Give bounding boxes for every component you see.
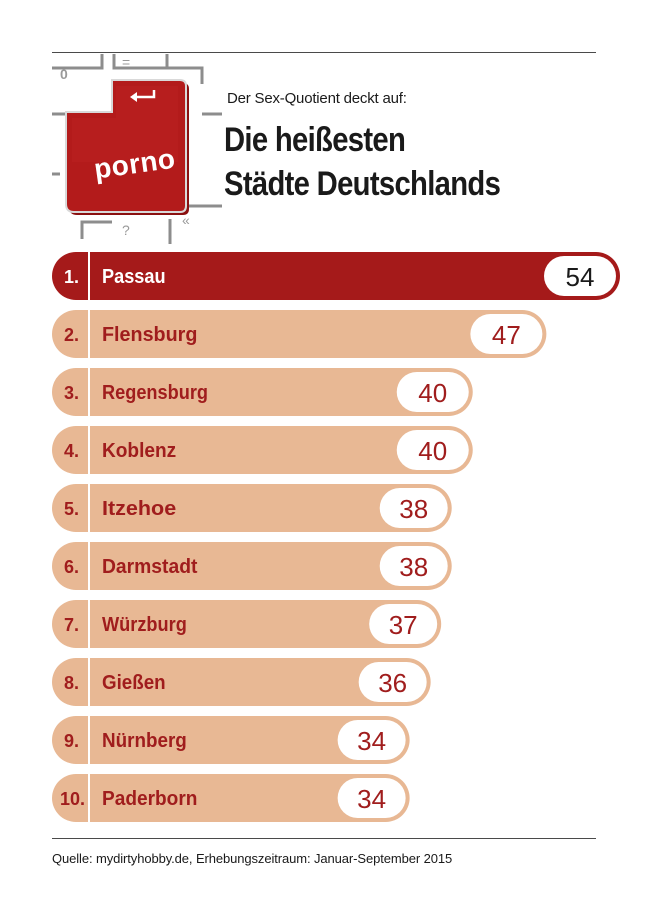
key-glyph-zero: 0	[60, 66, 68, 82]
city-label: Würzburg	[102, 614, 187, 636]
return-arrow-icon	[130, 90, 156, 102]
bar-row-6: 6. Darmstadt 38	[52, 542, 452, 590]
value-pill	[379, 546, 448, 586]
city-label: Flensburg	[102, 324, 197, 346]
value-label: 37	[389, 610, 418, 640]
title-line-1: Die heißesten	[224, 121, 406, 159]
value-label: 47	[492, 320, 521, 350]
title-line-2: Städte Deutschlands	[224, 165, 501, 203]
value-pill	[544, 256, 616, 296]
rank-label: 9.	[64, 731, 79, 751]
value-label: 40	[418, 436, 447, 466]
key-glyph-equals: =	[122, 54, 131, 70]
value-label: 38	[399, 552, 428, 582]
bar-row-7: 7. Würzburg 37	[52, 600, 442, 648]
value-label: 34	[357, 784, 386, 814]
bar	[52, 774, 410, 822]
value-pill	[396, 430, 469, 470]
rank-label: 6.	[64, 557, 79, 577]
value-pill	[369, 604, 438, 644]
city-label: Passau	[102, 266, 166, 288]
value-pill	[396, 372, 469, 412]
city-label: Koblenz	[102, 440, 176, 462]
city-label: Darmstadt	[102, 556, 198, 578]
value-pill	[379, 488, 448, 528]
bar	[52, 252, 620, 300]
key-glyph-question: ?	[122, 222, 130, 238]
rank-label: 4.	[64, 441, 79, 461]
bar-row-10: 10. Paderborn 34	[52, 774, 410, 822]
city-label: Paderborn	[102, 788, 197, 810]
bar	[52, 716, 410, 764]
bar	[52, 600, 442, 648]
rank-label: 5.	[64, 499, 79, 519]
bar-row-1: 1. Passau 54	[52, 252, 620, 300]
bar	[52, 542, 452, 590]
key-glyph-guillemet: «	[182, 212, 190, 228]
page-title: Die heißesten Städte Deutschlands	[224, 118, 501, 206]
value-label: 40	[418, 378, 447, 408]
bar	[52, 368, 473, 416]
value-label: 34	[357, 726, 386, 756]
top-rule	[52, 52, 596, 53]
bar-row-2: 2. Flensburg 47	[52, 310, 547, 358]
bar-row-8: 8. Gießen 36	[52, 658, 431, 706]
bottom-rule	[52, 838, 596, 839]
city-label: Regensburg	[102, 382, 208, 404]
subtitle: Der Sex-Quotient deckt auf:	[227, 90, 407, 107]
bar-row-5: 5. Itzehoe 38	[52, 484, 452, 532]
rank-label: 3.	[64, 383, 79, 403]
bar-row-3: 3. Regensburg 40	[52, 368, 473, 416]
bar-row-9: 9. Nürnberg 34	[52, 716, 410, 764]
value-label: 54	[566, 262, 595, 292]
value-pill	[470, 314, 543, 354]
bar	[52, 310, 547, 358]
bar-row-4: 4. Koblenz 40	[52, 426, 473, 474]
rank-label: 8.	[64, 673, 79, 693]
city-label: Gießen	[102, 672, 166, 694]
rank-label: 2.	[64, 325, 79, 345]
source-note: Quelle: mydirtyhobby.de, Erhebungszeitra…	[52, 851, 453, 866]
value-pill	[358, 662, 427, 702]
value-pill	[337, 720, 406, 760]
value-label: 36	[378, 668, 407, 698]
bar	[52, 484, 452, 532]
keyboard-logo: 0 = ? « porno	[52, 54, 222, 244]
city-label: Nürnberg	[102, 730, 187, 752]
rank-label: 1.	[64, 267, 79, 287]
rank-label: 10.	[60, 789, 85, 809]
bar	[52, 658, 431, 706]
city-label: Itzehoe	[102, 498, 176, 520]
rank-label: 7.	[64, 615, 79, 635]
value-pill	[337, 778, 406, 818]
bar	[52, 426, 473, 474]
value-label: 38	[399, 494, 428, 524]
